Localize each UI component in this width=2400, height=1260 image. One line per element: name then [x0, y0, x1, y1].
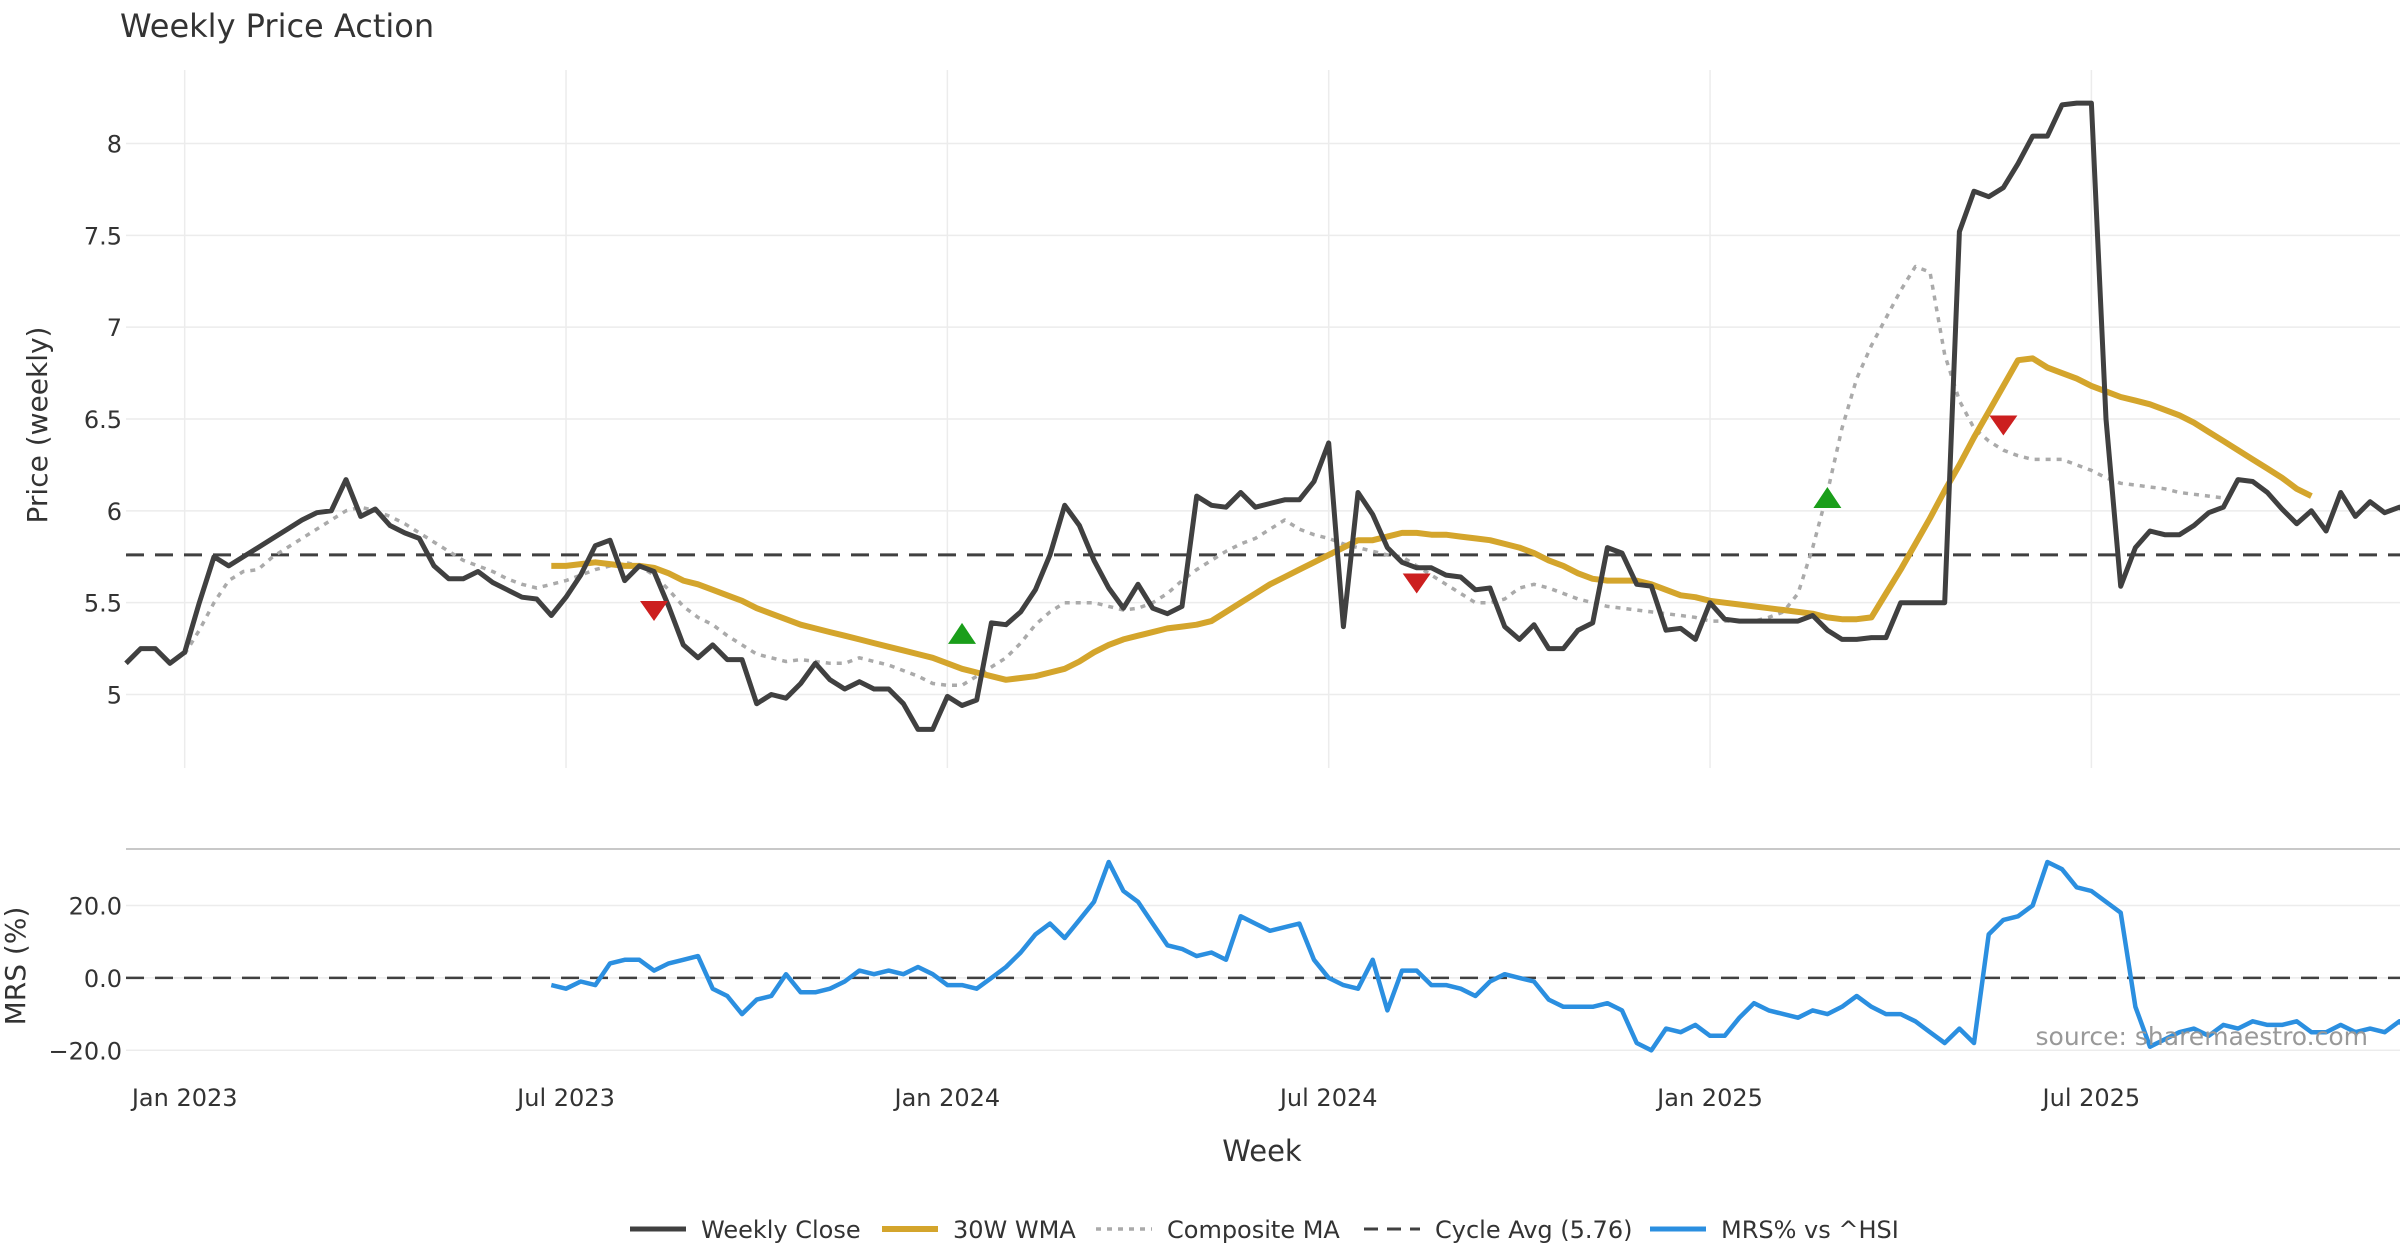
- legend-label: 30W WMA: [953, 1216, 1076, 1244]
- x-tick-label: Jan 2024: [893, 1084, 1001, 1112]
- x-tick-label: Jul 2025: [2041, 1084, 2141, 1112]
- x-tick-label: Jul 2024: [1278, 1084, 1378, 1112]
- legend-label: Cycle Avg (5.76): [1435, 1216, 1632, 1244]
- mrs-y-tick-label: 20.0: [69, 892, 122, 920]
- legend: Weekly Close 30W WMA Composite MA Cycle Avg…: [630, 1216, 1899, 1244]
- legend-label: Composite MA: [1167, 1216, 1340, 1244]
- chart-title: Weekly Price Action: [120, 7, 434, 45]
- wma-30-line: [551, 355, 2313, 683]
- mrs-line: [550, 859, 2400, 1053]
- buy-signal-marker: [1813, 486, 1842, 508]
- price-y-axis-label: Price (weekly): [21, 327, 54, 524]
- price-y-tick-label: 6: [107, 498, 122, 526]
- sell-signal-marker: [1402, 573, 1431, 594]
- price-y-tick-label: 5.5: [84, 590, 122, 618]
- sell-signal-marker: [1989, 415, 2018, 436]
- price-y-tick-label: 5: [107, 682, 122, 710]
- composite-ma-line: [183, 264, 2224, 688]
- price-y-tick-label: 6.5: [84, 406, 122, 434]
- mrs-y-tick-labels: 20.0 0.0 −20.0: [48, 892, 122, 1065]
- x-tick-label: Jan 2023: [130, 1084, 238, 1112]
- weekly-close-line: [124, 100, 2400, 732]
- price-y-tick-labels: 5 5.5 6 6.5 7 7.5 8: [84, 130, 122, 709]
- x-tick-labels: Jan 2023 Jul 2023 Jan 2024 Jul 2024 Jan 2025…: [130, 1084, 2140, 1112]
- mrs-y-tick-label: −20.0: [48, 1037, 122, 1065]
- x-tick-label: Jan 2025: [1655, 1084, 1763, 1112]
- price-y-tick-label: 7.5: [84, 222, 122, 250]
- buy-signal-marker: [948, 622, 977, 644]
- sell-signal-marker: [640, 601, 669, 622]
- mrs-y-tick-label: 0.0: [84, 965, 122, 993]
- x-axis-label: Week: [1222, 1134, 1302, 1168]
- price-y-tick-label: 8: [107, 130, 122, 158]
- x-tick-label: Jul 2023: [515, 1084, 615, 1112]
- legend-label: MRS% vs ^HSI: [1721, 1216, 1899, 1244]
- mrs-y-axis-label: MRS (%): [0, 907, 32, 1026]
- price-grid: [126, 70, 2400, 768]
- signal-markers: [640, 415, 2018, 644]
- source-note: source: sharemaestro.com: [2036, 1022, 2369, 1051]
- legend-label: Weekly Close: [701, 1216, 861, 1244]
- price-y-tick-label: 7: [107, 314, 122, 342]
